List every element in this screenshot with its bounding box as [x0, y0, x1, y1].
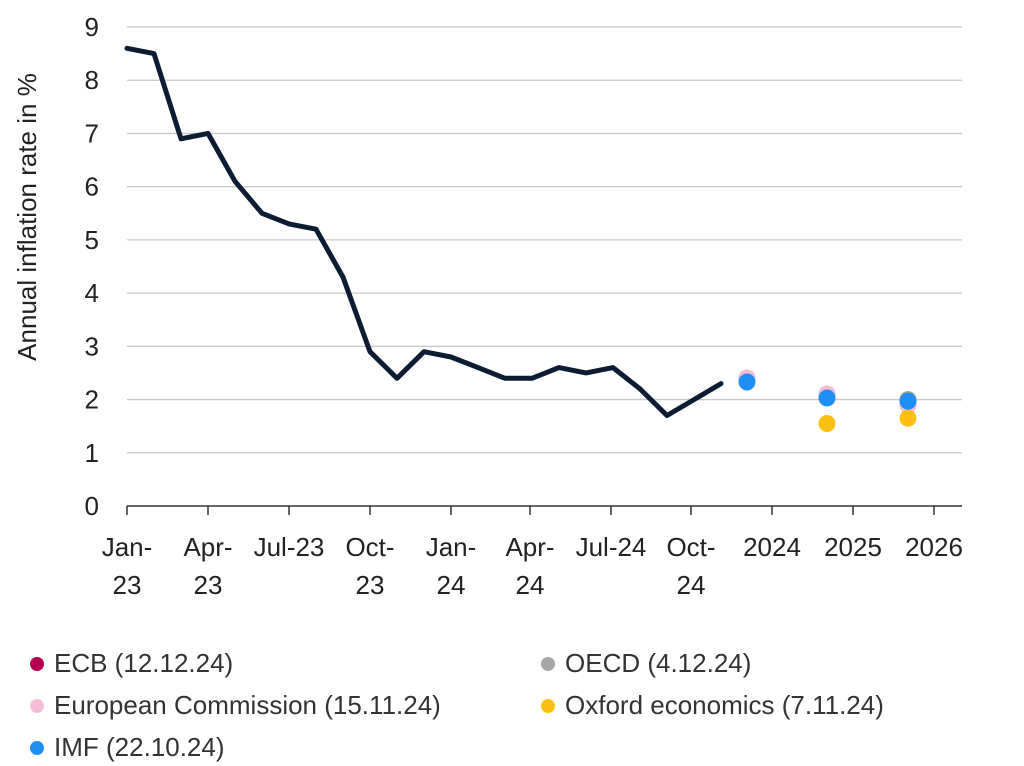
- x-tick-label-line2: 23: [194, 570, 223, 600]
- forecast-point-imf: [738, 373, 756, 391]
- forecast-point-oxford-economics: [818, 415, 836, 433]
- legend-marker: [30, 740, 44, 755]
- y-axis-ticks: 0 1 2 3 4 5 6 7 8 9: [85, 12, 99, 521]
- y-tick-label: 3: [85, 331, 99, 361]
- forecast-point-imf: [899, 392, 917, 410]
- y-axis-label: Annual inflation rate in %: [12, 73, 42, 361]
- legend-item-oecd: OECD (4.12.24): [541, 648, 751, 679]
- forecast-point-imf: [818, 389, 836, 407]
- y-tick-label: 4: [85, 278, 99, 308]
- x-tick-label-line2: 23: [113, 570, 142, 600]
- x-tick-label-line2: 24: [437, 570, 466, 600]
- legend-marker: [541, 656, 555, 671]
- gridlines: [127, 26, 962, 454]
- x-tick-label: Jul-24: [576, 532, 647, 562]
- legend-label: Oxford economics (7.11.24): [565, 690, 884, 720]
- y-tick-label: 8: [85, 65, 99, 95]
- x-tick-label: Jul-23: [254, 532, 325, 562]
- x-tick-label-line2: 24: [677, 570, 706, 600]
- legend-label: ECB (12.12.24): [54, 648, 234, 678]
- y-tick-label: 6: [85, 172, 99, 202]
- x-tick-label: Jan-: [102, 532, 153, 562]
- y-tick-label: 1: [85, 438, 99, 468]
- legend-label: OECD (4.12.24): [565, 648, 752, 678]
- forecast-series: [738, 369, 917, 433]
- x-tick-label-line2: 23: [356, 570, 385, 600]
- legend-label: European Commission (15.11.24): [54, 690, 441, 720]
- legend-item-oxford-economics: Oxford economics (7.11.24): [541, 690, 884, 721]
- actual-inflation-series: [124, 45, 724, 418]
- legend-label: IMF (22.10.24): [54, 732, 225, 762]
- x-tick-label: Jan-: [426, 532, 477, 562]
- actual-inflation-line: [124, 45, 724, 418]
- x-tick-label: Oct-: [345, 532, 394, 562]
- legend-item-ecb: ECB (12.12.24): [30, 648, 233, 679]
- x-axis-ticks: Jan- 23 Apr- 23 Jul-23 Oct- 23 Jan- 24 Apr- 24 Jul-…: [102, 532, 963, 600]
- legend: ECB (12.12.24) OECD (4.12.24) European Com…: [0, 640, 1024, 766]
- legend-item-european-commission: European Commission (15.11.24): [30, 690, 441, 721]
- x-tick-label: Oct-: [666, 532, 715, 562]
- forecast-point-oxford-economics: [899, 409, 917, 427]
- y-tick-label: 7: [85, 118, 99, 148]
- x-tick-label: 2025: [824, 532, 882, 562]
- y-tick-label: 9: [85, 12, 99, 42]
- legend-marker: [541, 698, 555, 713]
- x-tick-label: Apr-: [183, 532, 232, 562]
- y-tick-label: 2: [85, 385, 99, 415]
- y-tick-label: 0: [85, 491, 99, 521]
- legend-marker: [30, 656, 44, 671]
- x-tick-label: 2024: [743, 532, 801, 562]
- y-tick-label: 5: [85, 225, 99, 255]
- x-tick-label: Apr-: [505, 532, 554, 562]
- x-axis: [126, 505, 962, 515]
- x-tick-label-line2: 24: [516, 570, 545, 600]
- legend-item-imf: IMF (22.10.24): [30, 732, 225, 763]
- x-tick-label: 2026: [905, 532, 963, 562]
- legend-marker: [30, 698, 44, 713]
